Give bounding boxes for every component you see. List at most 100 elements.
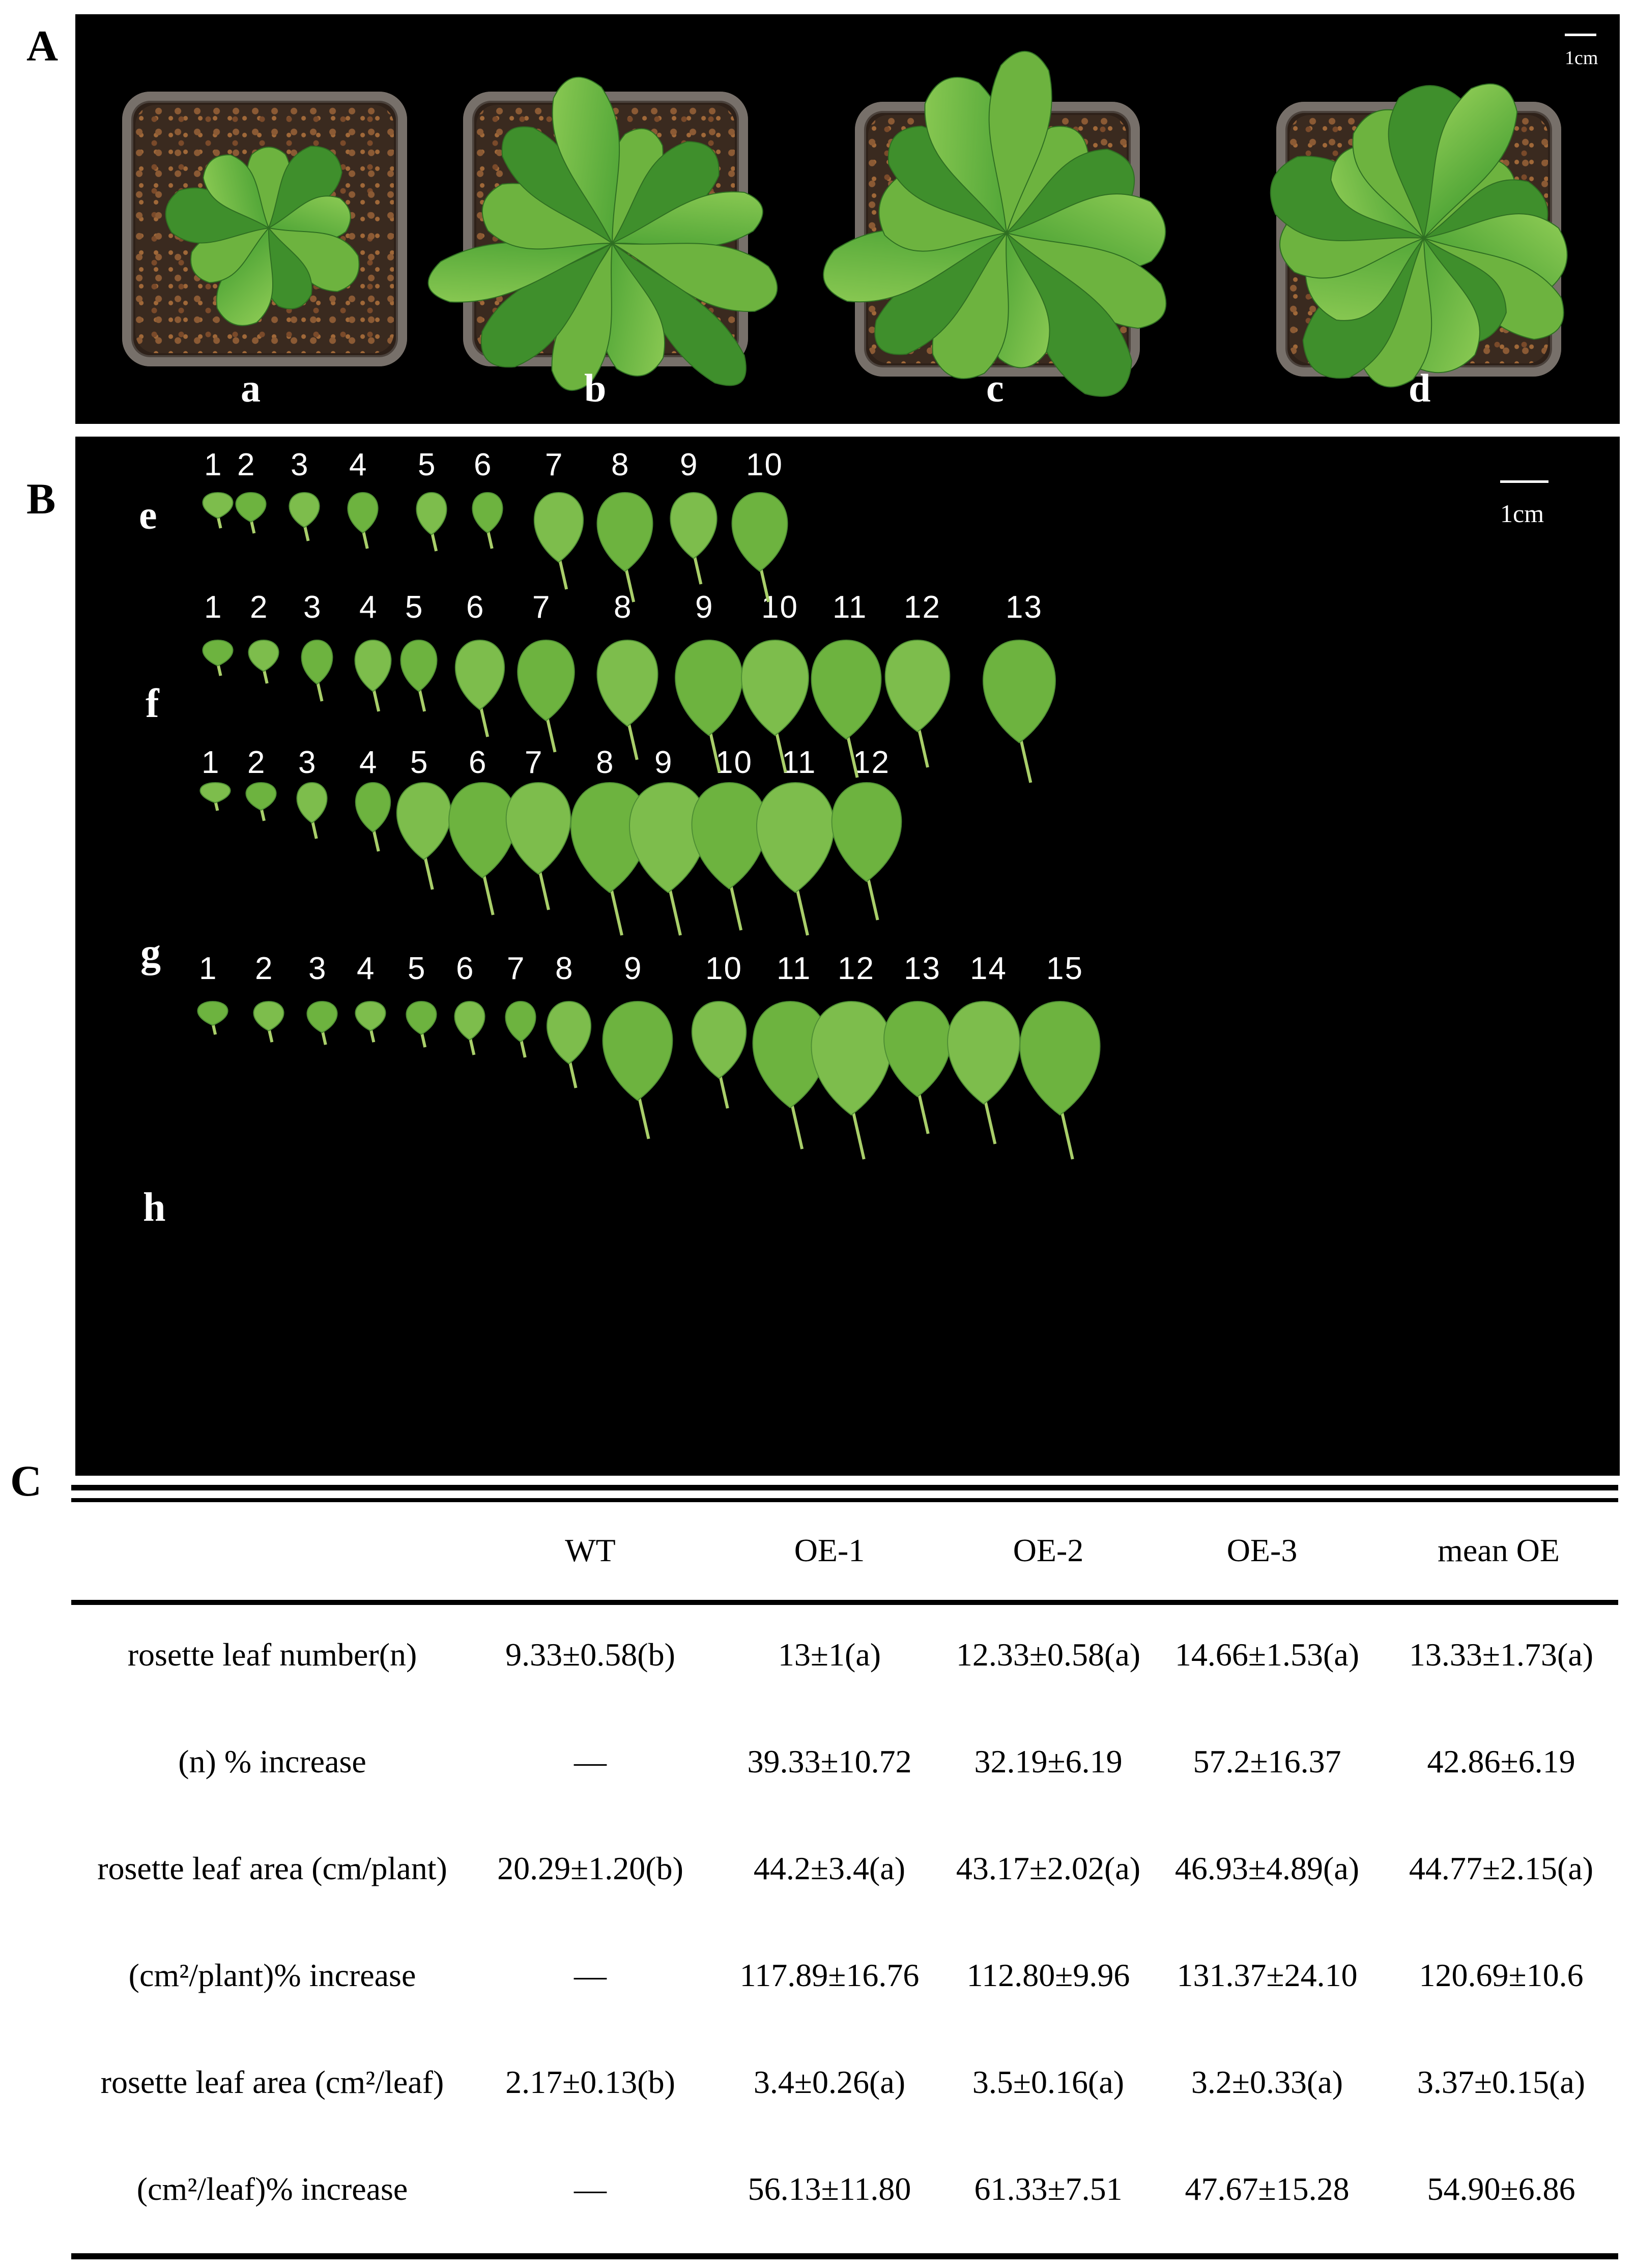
detached-leaf [289, 492, 320, 541]
table-cell: 3.5±0.16(a) [972, 2064, 1125, 2100]
leaf-number: 7 [532, 590, 551, 625]
detached-leaf [416, 492, 447, 552]
detached-leaf [534, 492, 584, 590]
table-cell: 42.86±6.19 [1427, 1743, 1575, 1779]
table-cell: 32.19±6.19 [974, 1743, 1123, 1779]
detached-leaf [596, 639, 658, 760]
leaf-number: 14 [970, 951, 1007, 986]
row-label-f: f [146, 681, 159, 726]
table-cell: 44.77±2.15(a) [1409, 1850, 1594, 1886]
panel-b-scale-label: 1cm [1500, 499, 1544, 528]
panel-a-letter: A [26, 21, 59, 70]
leaf-number: 15 [1046, 951, 1083, 986]
leaf-number: 1 [204, 447, 223, 482]
leaf-number: 8 [555, 951, 574, 986]
detached-leaf [831, 782, 902, 921]
leaf-number: 6 [469, 745, 487, 780]
detached-leaf [235, 492, 267, 534]
row-label: rosette leaf number(n) [127, 1637, 417, 1673]
table-header-rule [71, 1600, 1618, 1605]
detached-leaf [472, 492, 503, 549]
leaf-number: 3 [308, 951, 327, 986]
leaf-number: 7 [507, 951, 526, 986]
leaf-number: 11 [777, 951, 812, 986]
leaf-number: 2 [250, 590, 269, 625]
plant-label-d: d [1409, 366, 1431, 410]
rosette-leaf [203, 154, 270, 229]
table-cell: 13.33±1.73(a) [1409, 1637, 1594, 1673]
detached-leaf [670, 492, 718, 585]
rosette-d [1270, 83, 1568, 388]
detached-leaf [505, 782, 571, 910]
detached-leaf [306, 1000, 338, 1045]
detached-leaf [756, 782, 835, 936]
table-cell: 47.67±15.28 [1185, 2171, 1350, 2207]
leaf-number: 4 [359, 590, 378, 625]
detached-leaf [301, 639, 333, 702]
table-cell: 13±1(a) [778, 1637, 881, 1673]
col-header-oe3: OE-3 [1226, 1532, 1298, 1568]
detached-leaf [741, 639, 809, 773]
table-cell: — [574, 2171, 607, 2207]
row-label: (n) % increase [178, 1743, 366, 1779]
detached-leaf [448, 782, 517, 915]
detached-leaf [546, 1000, 592, 1088]
col-header-wt: WT [565, 1532, 616, 1568]
leaf-number: 10 [705, 951, 742, 986]
plant-label-c: c [986, 366, 1004, 410]
detached-leaf [731, 492, 788, 602]
panel-b-letter: B [26, 474, 56, 523]
detached-leaf [947, 1000, 1020, 1144]
detached-leaf [248, 639, 279, 684]
panel-b-photo: 1cm e f g h 1 2 3 4 5 6 7 8 9 10 1 2 3 4 5 6 7 8 9 10 11 12 13… [75, 437, 1620, 1476]
leaf-number: 3 [298, 745, 317, 780]
leaf-number: 9 [695, 590, 714, 625]
col-header-mean-oe: mean OE [1438, 1532, 1560, 1568]
table-cell: 3.37±0.15(a) [1417, 2064, 1586, 2100]
leaf-number: 5 [405, 590, 424, 625]
detached-leaf [505, 1000, 536, 1058]
detached-leaf [811, 639, 882, 778]
leaf-number: 11 [782, 745, 817, 780]
leaf-number: 5 [418, 447, 437, 482]
leaf-number: 13 [1006, 590, 1043, 625]
detached-leaf [517, 639, 575, 753]
plant-label-b: b [584, 366, 607, 410]
leaf-number: 2 [255, 951, 274, 986]
leaf-number: 8 [614, 590, 633, 625]
leaf-number: 6 [474, 447, 493, 482]
leaf-number: 8 [611, 447, 630, 482]
leaf-number: 11 [833, 590, 868, 625]
leaf-number: 9 [680, 447, 699, 482]
detached-leaf [202, 492, 234, 529]
detached-leaf [455, 639, 505, 737]
detached-leaf [199, 782, 231, 811]
detached-leaf [1019, 1000, 1101, 1160]
table-cell: 2.17±0.13(b) [505, 2064, 675, 2100]
detached-leaf [296, 782, 328, 839]
detached-leaf [691, 782, 767, 931]
rosette-a [165, 146, 360, 326]
leaf-number: 13 [904, 951, 941, 986]
leaf-number: 6 [456, 951, 475, 986]
leaf-number: 10 [715, 745, 753, 780]
table-cell: 61.33±7.51 [974, 2171, 1123, 2207]
leaf-number: 7 [545, 447, 564, 482]
detached-leaf [245, 782, 277, 821]
table-cell: 3.2±0.33(a) [1191, 2064, 1343, 2100]
table-cell: 3.4±0.26(a) [753, 2064, 906, 2100]
table-cell: 44.2±3.4(a) [753, 1850, 906, 1886]
table-cell: 112.80±9.96 [966, 1957, 1130, 1993]
table-cell: 46.93±4.89(a) [1174, 1850, 1360, 1886]
detached-leaf [396, 782, 452, 890]
row-label-h: h [143, 1185, 166, 1230]
rosette-c [823, 51, 1167, 397]
leaf-number: 7 [525, 745, 543, 780]
leaf-number: 5 [410, 745, 429, 780]
row-label-e: e [139, 493, 157, 538]
panel-c-letter: C [10, 1456, 42, 1505]
rosette-b [427, 76, 778, 391]
table-cell: 54.90±6.86 [1427, 2171, 1575, 2207]
detached-leaf [400, 639, 438, 712]
row-label: (cm²/plant)% increase [128, 1957, 416, 1993]
